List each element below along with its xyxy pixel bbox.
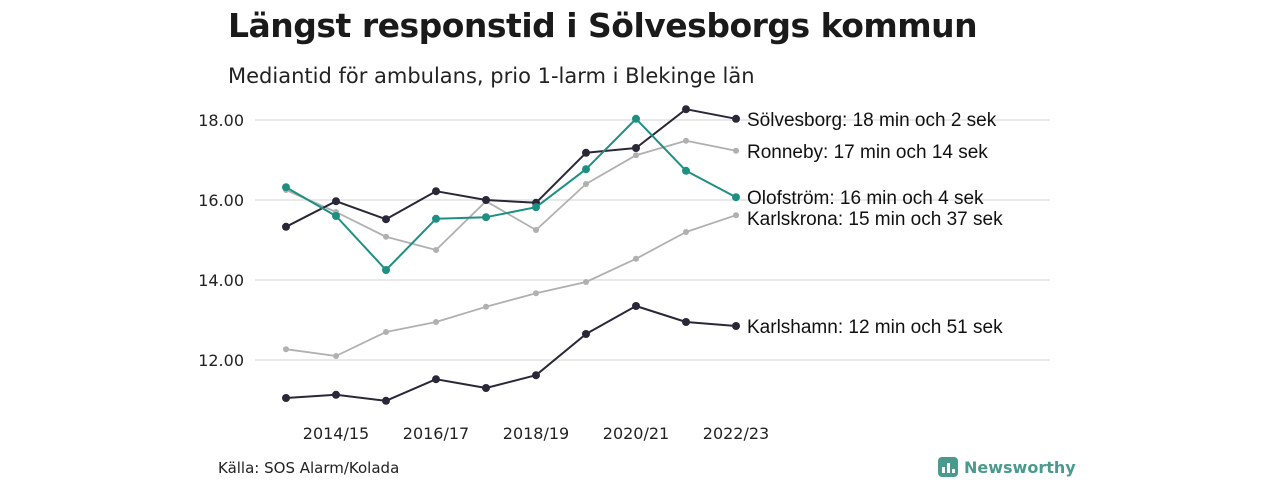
- series-0-point-0: [283, 346, 289, 353]
- series-4-point-4: [482, 213, 490, 222]
- series-0-point-5: [533, 290, 539, 297]
- gridlines: [255, 119, 1050, 361]
- series-labels: Sölvesborg: 18 min och 2 sek Ronneby: 17 …: [747, 110, 1003, 338]
- series-2-point-0: [282, 394, 290, 402]
- series-2-point-4: [482, 384, 490, 392]
- series-line-0: [285, 214, 737, 357]
- brand-name: Newsworthy: [964, 457, 1076, 477]
- y-axis-ticks: 12.00 14.00 16.00 18.00: [198, 111, 244, 370]
- series-2-point-2: [382, 396, 390, 405]
- series-0-point-6: [583, 279, 589, 285]
- series-3-point-2: [382, 215, 390, 224]
- series-lines: [282, 105, 740, 405]
- x-axis-ticks: 2014/15 2016/17 2018/19 2020/21 2022/23: [303, 424, 769, 443]
- series-1-point-7: [633, 152, 639, 159]
- chart-subtitle: Mediantid för ambulans, prio 1-larm i Bl…: [228, 64, 755, 88]
- x-tick-label-3: 2020/21: [603, 424, 669, 443]
- series-3-point-7: [632, 144, 640, 152]
- brand-logo: Newsworthy: [938, 456, 1076, 478]
- series-4-point-2: [382, 266, 390, 274]
- series-2-point-8: [682, 318, 690, 326]
- series-1-point-8: [683, 137, 689, 144]
- series-2-point-5: [532, 371, 540, 380]
- series-0-point-1: [333, 353, 339, 359]
- series-1-point-6: [583, 181, 589, 187]
- series-label-1: Ronneby: 17 min och 14 sek: [747, 142, 988, 163]
- series-0-point-2: [383, 329, 389, 335]
- series-2-point-1: [332, 390, 340, 399]
- series-4-point-3: [432, 214, 440, 223]
- series-3-point-1: [332, 197, 340, 206]
- series-2-point-9: [732, 322, 740, 330]
- y-tick-label-3: 18.00: [198, 111, 244, 130]
- series-1-point-5: [533, 227, 539, 233]
- series-4-point-8: [682, 166, 690, 175]
- series-4-point-0: [282, 183, 290, 192]
- series-4-point-5: [532, 203, 540, 212]
- series-0-point-3: [433, 319, 439, 325]
- series-label-2: Karlshamn: 12 min och 51 sek: [747, 317, 1003, 338]
- series-4-point-7: [632, 114, 640, 123]
- x-tick-label-0: 2014/15: [303, 424, 369, 443]
- bar-chart-icon: [938, 457, 958, 477]
- series-label-3: Sölvesborg: 18 min och 2 sek: [747, 110, 997, 131]
- series-4-point-6: [582, 165, 590, 174]
- y-tick-label-0: 12.00: [198, 351, 244, 370]
- series-label-4: Olofström: 16 min och 4 sek: [747, 188, 984, 209]
- series-1-point-9: [733, 147, 739, 154]
- series-line-4: [285, 117, 737, 271]
- series-3-point-9: [732, 114, 740, 123]
- series-1-point-3: [433, 247, 439, 253]
- series-0-point-8: [683, 229, 689, 235]
- series-3-point-8: [682, 105, 690, 114]
- y-tick-label-1: 14.00: [198, 271, 244, 290]
- x-tick-label-2: 2018/19: [503, 424, 569, 443]
- series-2-point-7: [632, 302, 640, 310]
- x-tick-label-4: 2022/23: [703, 424, 769, 443]
- series-0-point-4: [483, 303, 489, 310]
- series-3-point-3: [432, 187, 440, 196]
- series-3-point-4: [482, 196, 490, 204]
- series-2-point-3: [432, 375, 440, 384]
- series-4-point-9: [732, 193, 740, 202]
- chart-title: Längst responstid i Sölvesborgs kommun: [228, 6, 978, 45]
- series-0-point-9: [733, 212, 739, 219]
- series-2-point-6: [582, 330, 590, 338]
- y-tick-label-2: 16.00: [198, 191, 244, 210]
- source-note: Källa: SOS Alarm/Kolada: [218, 459, 400, 477]
- series-line-2: [285, 305, 737, 402]
- x-tick-label-1: 2016/17: [403, 424, 469, 443]
- series-1-point-2: [383, 233, 389, 240]
- series-4-point-1: [332, 212, 340, 220]
- series-line-1: [285, 139, 737, 251]
- series-3-point-0: [282, 222, 290, 231]
- series-line-3: [285, 108, 737, 228]
- series-label-0: Karlskrona: 15 min och 37 sek: [747, 209, 1003, 230]
- series-0-point-7: [633, 255, 639, 262]
- series-3-point-6: [582, 148, 590, 157]
